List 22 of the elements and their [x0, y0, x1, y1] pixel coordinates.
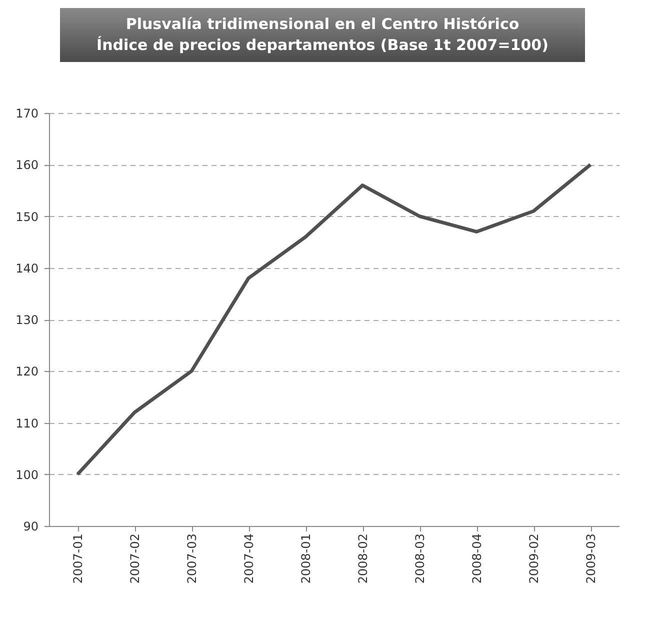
y-tick-label: 140 — [16, 261, 38, 276]
chart-subtitle: Índice de precios departamentos (Base 1t 2007=100) — [96, 35, 550, 56]
y-tick-label: 120 — [16, 364, 38, 379]
x-tick-label: 2007-02 — [128, 534, 142, 584]
y-tick-label: 100 — [16, 468, 38, 482]
x-tick-label: 2007-01 — [71, 534, 85, 584]
chart-title: Plusvalía tridimensional en el Centro Histórico — [124, 14, 520, 35]
x-tick-label: 2008-02 — [356, 534, 370, 584]
y-tick-label: 90 — [23, 520, 38, 534]
x-tick-label: 2007-03 — [185, 534, 199, 584]
x-tick-label: 2009-03 — [584, 534, 598, 584]
y-tick-label: 170 — [16, 106, 38, 120]
x-tick-label: 2008-03 — [413, 534, 427, 584]
y-tick-label: 160 — [16, 158, 38, 172]
x-tick-label: 2008-01 — [299, 534, 313, 584]
y-tick-label: 130 — [16, 313, 38, 327]
y-tick-label: 150 — [16, 210, 38, 224]
x-tick-label: 2009-02 — [527, 534, 541, 584]
x-tick-label: 2008-04 — [470, 534, 484, 584]
line-series — [76, 162, 592, 476]
x-tick-label: 2007-04 — [242, 534, 256, 584]
y-tick-label: 110 — [16, 416, 38, 430]
